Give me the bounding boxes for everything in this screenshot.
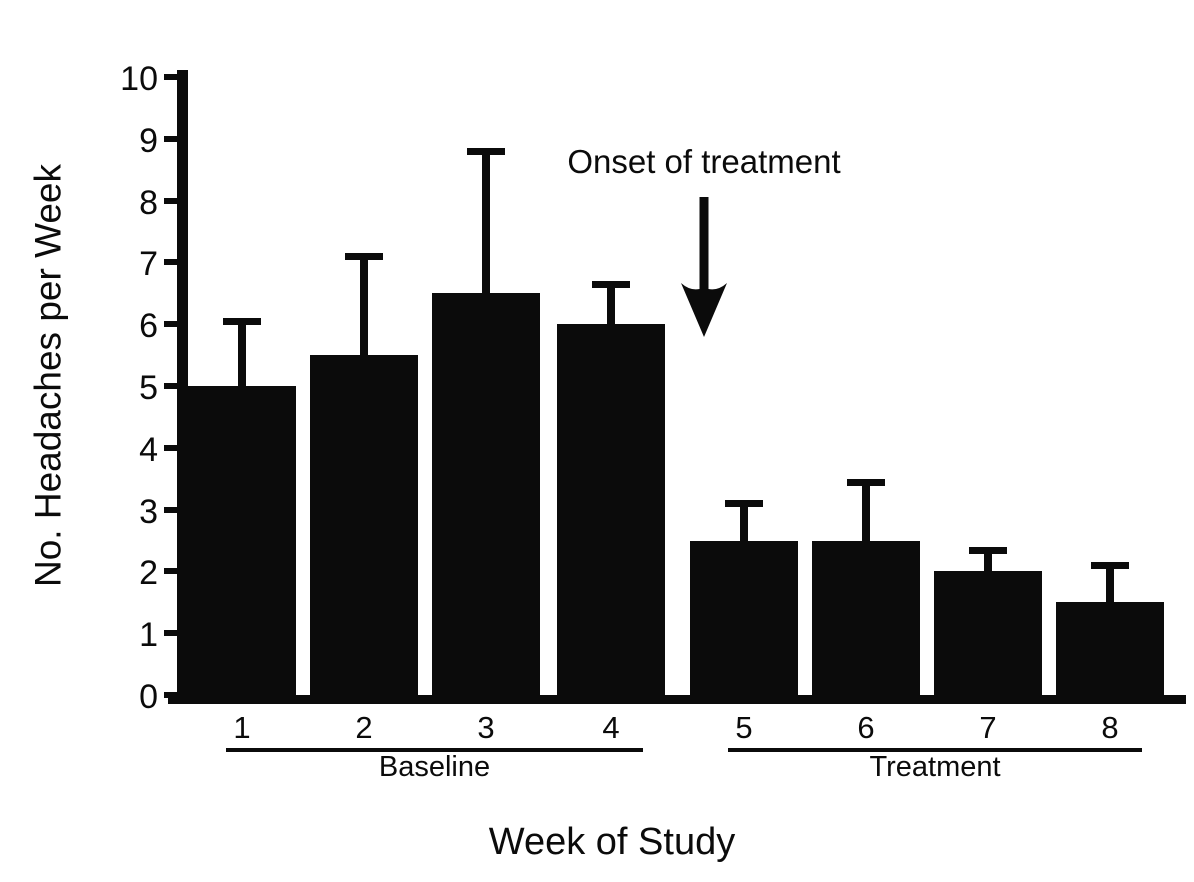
y-tick-label-2: 2 bbox=[139, 554, 158, 593]
group-underline-baseline bbox=[226, 748, 643, 752]
y-tick-label-10: 10 bbox=[120, 60, 158, 98]
x-tick-label-week-7: 7 bbox=[979, 710, 997, 745]
error-bar-cap-week-2 bbox=[345, 253, 383, 261]
error-bar-cap-week-7 bbox=[969, 546, 1007, 554]
y-tick-mark-5 bbox=[164, 383, 177, 389]
x-tick-label-week-2: 2 bbox=[355, 710, 373, 745]
error-bar-shaft-week-6 bbox=[862, 481, 870, 556]
error-bar-cap-week-5 bbox=[725, 500, 763, 508]
error-bar-cap-week-8 bbox=[1091, 562, 1129, 570]
error-bar-cap-week-6 bbox=[847, 478, 885, 486]
x-tick-label-week-1: 1 bbox=[233, 710, 251, 745]
y-tick-mark-10 bbox=[164, 74, 177, 80]
bar-week-4 bbox=[557, 324, 665, 701]
bar-week-2 bbox=[310, 355, 418, 701]
x-tick-label-week-4: 4 bbox=[602, 710, 620, 745]
y-tick-label-0: 0 bbox=[139, 678, 158, 716]
y-tick-label-6: 6 bbox=[139, 307, 158, 346]
error-bar-shaft-week-1 bbox=[238, 321, 246, 401]
y-tick-mark-0 bbox=[164, 692, 177, 698]
y-tick-label-5: 5 bbox=[139, 369, 158, 407]
error-bar-shaft-week-4 bbox=[607, 283, 615, 340]
x-axis-title: Week of Study bbox=[488, 821, 736, 863]
bar-week-6 bbox=[812, 540, 920, 701]
error-bar-cap-week-3 bbox=[467, 148, 505, 156]
bar-week-1 bbox=[188, 386, 296, 701]
y-tick-mark-3 bbox=[164, 506, 177, 513]
bar-week-7 bbox=[934, 571, 1042, 701]
x-tick-label-week-3: 3 bbox=[477, 710, 495, 745]
error-bar-shaft-week-5 bbox=[740, 503, 748, 556]
y-axis-line bbox=[177, 70, 188, 704]
error-bar-shaft-week-8 bbox=[1106, 565, 1114, 618]
group-label-treatment: Treatment bbox=[869, 751, 1001, 783]
bar-week-5 bbox=[690, 540, 798, 701]
bar-week-8 bbox=[1056, 602, 1164, 701]
group-label-baseline: Baseline bbox=[378, 751, 491, 783]
y-axis-title: No. Headaches per Week bbox=[27, 164, 69, 587]
x-tick-label-week-8: 8 bbox=[1101, 710, 1119, 745]
error-bar-cap-week-4 bbox=[592, 280, 630, 288]
x-tick-label-week-5: 5 bbox=[735, 710, 753, 745]
y-tick-label-7: 7 bbox=[139, 245, 158, 284]
error-bar-shaft-week-7 bbox=[984, 549, 992, 587]
x-tick-label-week-6: 6 bbox=[857, 710, 875, 745]
error-bar-shaft-week-3 bbox=[482, 151, 490, 309]
y-tick-label-3: 3 bbox=[139, 492, 158, 531]
error-bar-shaft-week-2 bbox=[360, 256, 368, 371]
y-tick-mark-2 bbox=[164, 568, 177, 575]
y-tick-mark-4 bbox=[164, 444, 177, 451]
y-tick-label-1: 1 bbox=[139, 616, 158, 655]
y-tick-label-8: 8 bbox=[139, 183, 158, 222]
y-tick-mark-1 bbox=[164, 630, 177, 637]
group-underline-treatment bbox=[728, 748, 1142, 752]
y-tick-label-9: 9 bbox=[139, 121, 158, 160]
y-tick-mark-7 bbox=[164, 259, 177, 266]
annotation-onset-of-treatment: Onset of treatment bbox=[567, 143, 841, 180]
x-axis-line bbox=[168, 695, 1186, 704]
y-tick-mark-9 bbox=[164, 135, 177, 142]
down-arrow-icon bbox=[681, 197, 727, 337]
bar-week-3 bbox=[432, 293, 540, 701]
error-bar-cap-week-1 bbox=[223, 318, 261, 326]
y-tick-mark-8 bbox=[164, 197, 177, 204]
y-tick-mark-6 bbox=[164, 321, 177, 328]
y-tick-label-4: 4 bbox=[139, 430, 158, 469]
